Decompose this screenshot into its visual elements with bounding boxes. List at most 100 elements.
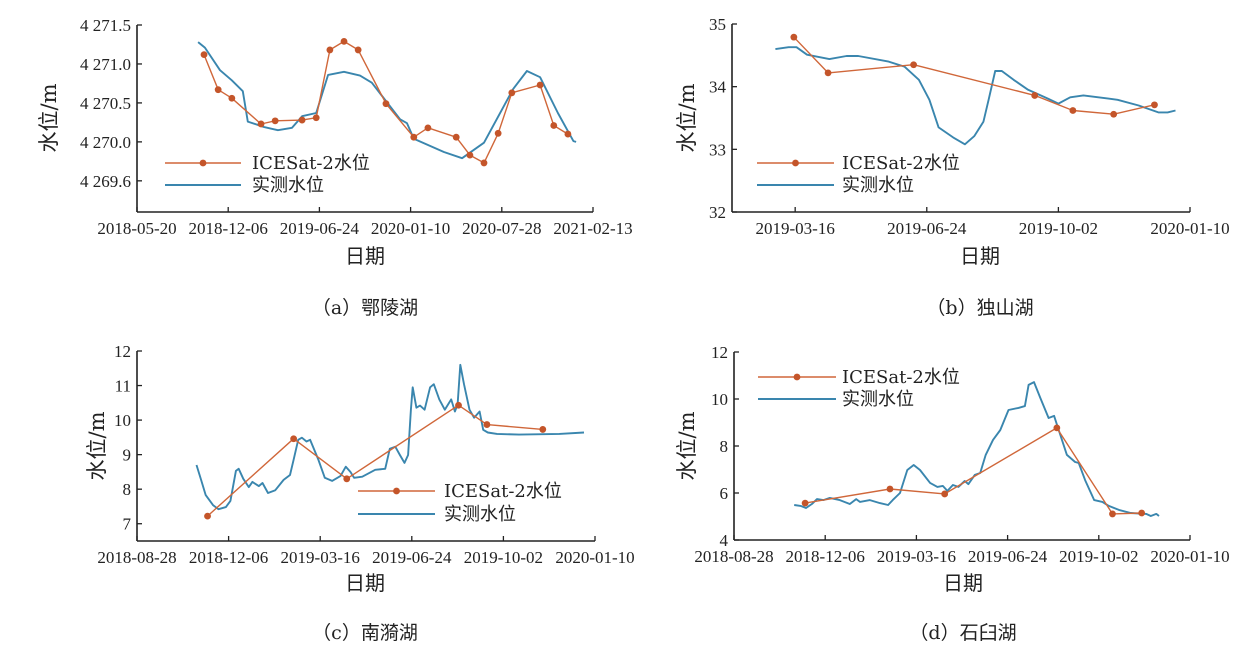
series-line-measured-d (794, 381, 1160, 517)
caption-d: （d）石臼湖 (909, 622, 1016, 644)
y-tick-label-d: 8 (720, 437, 729, 456)
data-point-icesat-c (455, 401, 462, 409)
data-point-icesat-a (257, 120, 265, 128)
legend-label-measured: 实测水位 (842, 175, 914, 196)
data-point-icesat-d (1053, 424, 1061, 432)
y-tick-label-a: 4 271.0 (80, 55, 131, 74)
data-point-icesat-d (941, 490, 949, 498)
data-point-icesat-b (1110, 110, 1118, 118)
y-tick-label-d: 6 (720, 484, 729, 503)
x-tick-label-c: 2018-08-28 (97, 548, 176, 567)
x-tick-label-c: 2019-10-02 (464, 548, 543, 567)
legend-marker-icesat (199, 159, 207, 167)
x-tick-label-c: 2020-01-10 (555, 548, 634, 567)
x-axis-label-d: 日期 (943, 571, 983, 595)
x-axis-label-c: 日期 (345, 571, 385, 595)
y-tick-label-b: 34 (709, 78, 727, 97)
series-line-icesat-b (793, 36, 1155, 115)
x-tick-label-a: 2020-07-28 (462, 219, 541, 238)
y-tick-label-c: 11 (115, 377, 131, 396)
panel-b: 35 34 33 32 2019-03-16 2019-06-24 2019-10-02 20… (675, 15, 1230, 319)
data-point-icesat-a (382, 100, 390, 108)
data-point-icesat-a (312, 114, 320, 122)
x-tick-label-d: 2018-12-06 (786, 547, 865, 566)
series-line-icesat-d (804, 427, 1142, 515)
data-point-icesat-d (801, 499, 809, 507)
plot-area-b: 35 34 33 32 2019-03-16 2019-06-24 2019-10-02 20… (709, 15, 1230, 238)
legend-label-icesat: ICESat-2水位 (842, 367, 960, 388)
data-point-icesat-d (1109, 510, 1116, 518)
y-tick-label-d: 4 (720, 531, 729, 550)
y-tick-label-a: 4 271.5 (80, 16, 131, 35)
legend-label-measured: 实测水位 (444, 504, 516, 525)
data-point-icesat-a (326, 46, 334, 54)
data-point-icesat-a (480, 159, 488, 167)
y-axis-label-b: 水位/m (675, 83, 699, 152)
data-point-icesat-c (483, 421, 491, 428)
legend-label-icesat: ICESat-2水位 (252, 153, 370, 174)
y-tick-label-c: 9 (123, 446, 132, 465)
data-point-icesat-b (910, 61, 918, 69)
x-tick-label-b: 2019-10-02 (1019, 219, 1098, 238)
panel-a: 4 271.5 4 271.0 4 270.5 4 270.0 4 269.6 2018-… (37, 16, 633, 319)
series-line-measured-b (775, 46, 1176, 146)
data-point-icesat-b (1069, 107, 1077, 114)
data-point-icesat-b (1151, 101, 1158, 109)
data-point-icesat-a (508, 89, 516, 97)
x-tick-label-a: 2018-12-06 (189, 219, 268, 238)
caption-a: （a）鄂陵湖 (312, 297, 418, 319)
x-tick-label-a: 2020-01-10 (371, 219, 450, 238)
data-point-icesat-d (886, 485, 894, 493)
data-point-icesat-a (340, 37, 348, 45)
y-tick-label-b: 33 (709, 140, 726, 159)
x-axis-label-a: 日期 (345, 244, 385, 268)
series-line-measured-a (197, 41, 577, 160)
plot-area-a: 4 271.5 4 271.0 4 270.5 4 270.0 4 269.6 2018-… (80, 16, 633, 238)
x-tick-label-a: 2021-02-13 (553, 219, 632, 238)
panel-c: 12 11 10 9 8 7 2018-08-28 2018-12-06 2019-03-16 2… (85, 342, 635, 644)
y-axis-label-c: 水位/m (85, 411, 109, 480)
data-point-icesat-a (452, 133, 460, 141)
caption-c: （c）南漪湖 (312, 622, 418, 644)
y-tick-label-a: 4 270.5 (80, 94, 131, 113)
data-point-icesat-d (1138, 509, 1146, 517)
legend-marker-icesat (393, 487, 400, 495)
series-line-icesat-c (207, 404, 543, 517)
x-tick-label-d: 2019-06-24 (968, 547, 1048, 566)
caption-b: （b）独山湖 (926, 297, 1033, 319)
x-tick-label-b: 2019-06-24 (887, 219, 967, 238)
x-tick-label-d: 2019-10-02 (1059, 547, 1138, 566)
data-point-icesat-a (564, 130, 572, 138)
data-point-icesat-a (424, 124, 432, 132)
y-tick-label-d: 12 (711, 343, 728, 362)
x-tick-label-b: 2020-01-10 (1150, 219, 1229, 238)
data-point-icesat-a (298, 116, 306, 124)
x-tick-label-c: 2019-06-24 (372, 548, 452, 567)
data-point-icesat-a (354, 46, 362, 54)
legend-label-measured: 实测水位 (842, 389, 914, 410)
data-point-icesat-a (466, 151, 474, 159)
y-tick-label-c: 7 (123, 515, 132, 534)
legend-label-icesat: ICESat-2水位 (444, 481, 562, 502)
data-point-icesat-c (290, 435, 298, 443)
data-point-icesat-c (204, 512, 211, 520)
x-tick-label-a: 2018-05-20 (97, 219, 176, 238)
y-tick-label-a: 4 270.0 (80, 133, 131, 152)
y-tick-label-c: 8 (123, 480, 132, 499)
legend-label-icesat: ICESat-2水位 (842, 153, 960, 174)
y-tick-label-b: 35 (709, 15, 726, 34)
y-tick-label-c: 10 (114, 411, 131, 430)
x-tick-label-c: 2018-12-06 (189, 548, 268, 567)
y-tick-label-a: 4 269.6 (80, 172, 131, 191)
x-tick-label-d: 2018-08-28 (694, 547, 773, 566)
data-point-icesat-b (824, 69, 832, 77)
legend-marker-icesat (792, 159, 799, 167)
y-tick-label-c: 12 (114, 342, 131, 361)
data-point-icesat-a (494, 129, 502, 137)
data-point-icesat-b (790, 33, 798, 41)
